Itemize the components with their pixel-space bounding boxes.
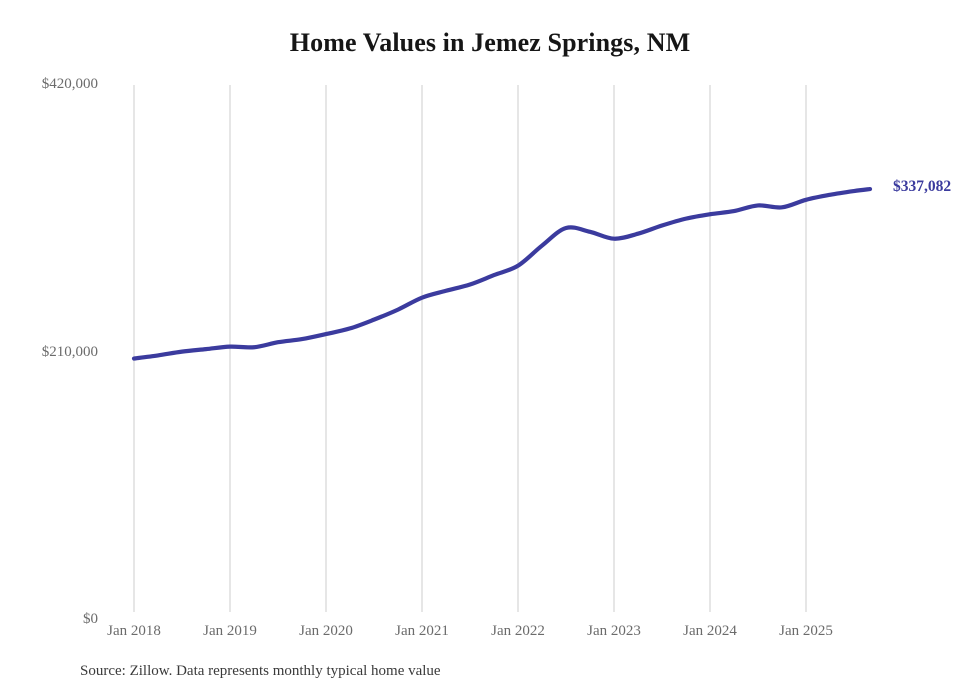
x-tick-label-jan-2019: Jan 2019 [203, 623, 257, 639]
page-title: Home Values in Jemez Springs, NM [289, 28, 691, 57]
x-tick-label-jan-2025: Jan 2025 [779, 623, 833, 639]
source-note: Source: Zillow. Data represents monthly … [80, 663, 441, 679]
y-tick-label-420000: $420,000 [41, 76, 98, 92]
y-tick-label-210000: $210,000 [41, 344, 98, 360]
x-tick-label-jan-2018: Jan 2018 [107, 623, 161, 639]
x-tick-label-jan-2021: Jan 2021 [395, 623, 449, 639]
home-value-line [131, 186, 873, 361]
x-tick-label-jan-2023: Jan 2023 [587, 623, 641, 639]
end-value-label: $337,082 [893, 178, 952, 196]
x-tick-label-jan-2022: Jan 2022 [491, 623, 545, 639]
x-tick-label-jan-2020: Jan 2020 [299, 623, 353, 639]
x-tick-label-jan-2024: Jan 2024 [683, 623, 737, 639]
y-tick-label-0: $0 [83, 611, 98, 627]
